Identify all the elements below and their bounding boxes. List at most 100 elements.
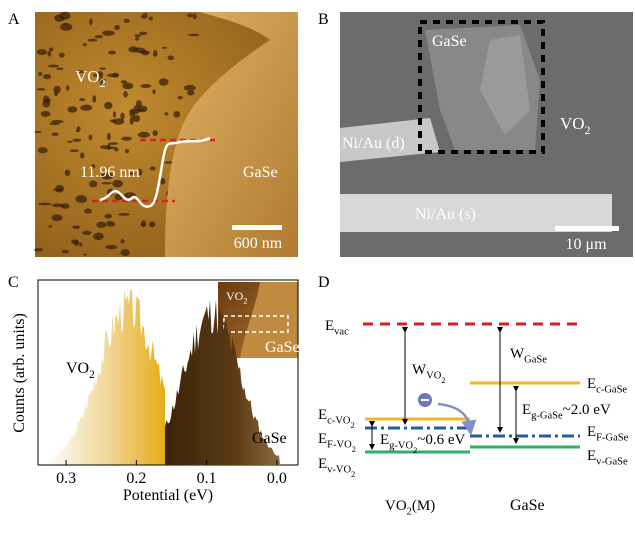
- band-label-part: F-GaSe: [596, 433, 628, 444]
- vo2-grain: [113, 111, 116, 118]
- vo2-grain: [89, 135, 93, 141]
- band-label: WGaSe: [510, 346, 547, 366]
- vo2-grain: [62, 250, 69, 253]
- vo2-grain: [72, 139, 81, 142]
- vo2-grain: [168, 56, 174, 61]
- band-label-part: E: [587, 448, 596, 464]
- scale-bar-label: 600 nm: [234, 235, 283, 252]
- band-label-part: GaSe: [524, 355, 547, 366]
- band-label-part: g-GaSe: [531, 411, 563, 422]
- vo2-grain: [133, 48, 145, 53]
- band-label: WVO2: [412, 362, 445, 385]
- vo2-grain: [105, 245, 117, 249]
- vo2-grain: [66, 85, 69, 91]
- vo2-grain: [136, 100, 142, 108]
- band-label-part: c-VO: [327, 416, 351, 427]
- region-label-part: VO: [75, 67, 100, 86]
- band-label: VO2(M): [385, 498, 435, 518]
- vo2-grain: [54, 86, 61, 93]
- band-label-part: W: [412, 362, 427, 378]
- band-label-part: (M): [412, 498, 435, 514]
- vo2-grain: [79, 242, 82, 246]
- inset-label-part: 2: [243, 297, 247, 306]
- vo2-grain: [84, 254, 87, 256]
- vo2-grain: [102, 30, 115, 35]
- vo2-grain: [87, 39, 97, 42]
- vo2-grain: [56, 67, 64, 70]
- band-label-part: E: [318, 407, 327, 423]
- vo2-grain: [80, 152, 84, 158]
- band-label-part: E: [325, 318, 334, 334]
- vo2-grain: [95, 35, 103, 38]
- vo2-grain: [107, 133, 111, 140]
- vo2-grain: [67, 141, 73, 143]
- vo2-grain: [164, 112, 168, 115]
- region-label-part: 2: [585, 123, 591, 137]
- vo2-grain: [99, 67, 106, 69]
- vo2-grain: [150, 166, 156, 170]
- band-label-part: 2: [351, 470, 355, 479]
- band-label: Evac: [325, 318, 349, 338]
- vo2-grain: [47, 51, 51, 57]
- vo2-grain: [143, 13, 148, 19]
- scale-bar: [232, 225, 282, 230]
- vo2-grain: [173, 111, 180, 118]
- series-label-part: 2: [89, 369, 95, 381]
- vo2-grain: [133, 115, 141, 122]
- vo2-grain: [48, 65, 59, 68]
- x-tick-label: 0.1: [197, 470, 217, 487]
- band-label-part: 2: [352, 445, 356, 454]
- vo2-grain: [112, 180, 123, 187]
- vo2-grain: [106, 221, 113, 224]
- vo2-grain: [34, 248, 43, 251]
- panel-label: A: [8, 11, 20, 28]
- vo2-grain: [65, 170, 70, 176]
- vo2-grain: [134, 109, 145, 112]
- panel-label: C: [8, 274, 19, 291]
- band-label-part: F-VO: [327, 440, 352, 451]
- vo2-grain: [104, 214, 112, 219]
- vo2-grain: [108, 51, 116, 55]
- panel-d: [363, 324, 582, 452]
- vo2-grain: [162, 47, 167, 49]
- vo2-grain: [37, 49, 47, 55]
- vo2-grain: [54, 14, 64, 21]
- vo2-grain: [140, 84, 151, 88]
- vo2-grain: [48, 225, 52, 227]
- band-label: Ec-VO2: [318, 407, 355, 430]
- band-label-part: v-GaSe: [596, 457, 628, 468]
- vo2-grain: [105, 146, 117, 149]
- band-label-part: vac: [334, 327, 349, 338]
- vo2-grain: [153, 130, 158, 136]
- band-label-part: 2: [441, 376, 445, 385]
- vo2-grain: [96, 222, 106, 228]
- vo2-grain: [93, 233, 104, 241]
- region-label-part: VO: [560, 114, 585, 133]
- vo2-grain: [107, 144, 110, 151]
- panel-label: D: [318, 274, 330, 291]
- vo2-grain: [138, 132, 150, 138]
- vo2-grain: [72, 225, 80, 228]
- vo2-grain: [141, 223, 146, 226]
- vo2-grain: [121, 239, 125, 243]
- vo2-grain: [104, 102, 112, 109]
- vo2-grain: [89, 18, 93, 24]
- x-tick-label: 0.3: [56, 470, 76, 487]
- transfer-arrow: [438, 404, 470, 428]
- vo2-grain: [121, 249, 130, 256]
- band-label: Eg-GaSe~2.0 eV: [522, 402, 611, 422]
- vo2-grain: [125, 149, 129, 153]
- vo2-grain: [109, 142, 119, 145]
- step-height: 11.96 nm: [80, 164, 140, 181]
- band-label-part: E: [380, 432, 389, 448]
- vo2-grain: [76, 130, 80, 133]
- x-tick-label: 0.0: [267, 470, 287, 487]
- vo2-grain: [89, 180, 98, 187]
- band-label-part: VO: [385, 498, 407, 514]
- vo2-grain: [67, 106, 77, 112]
- vo2-grain: [75, 195, 87, 203]
- vo2-grain: [71, 240, 78, 244]
- vo2-grain: [160, 178, 165, 184]
- x-tick-label: 0.2: [126, 470, 146, 487]
- region-label: GaSe: [243, 164, 278, 181]
